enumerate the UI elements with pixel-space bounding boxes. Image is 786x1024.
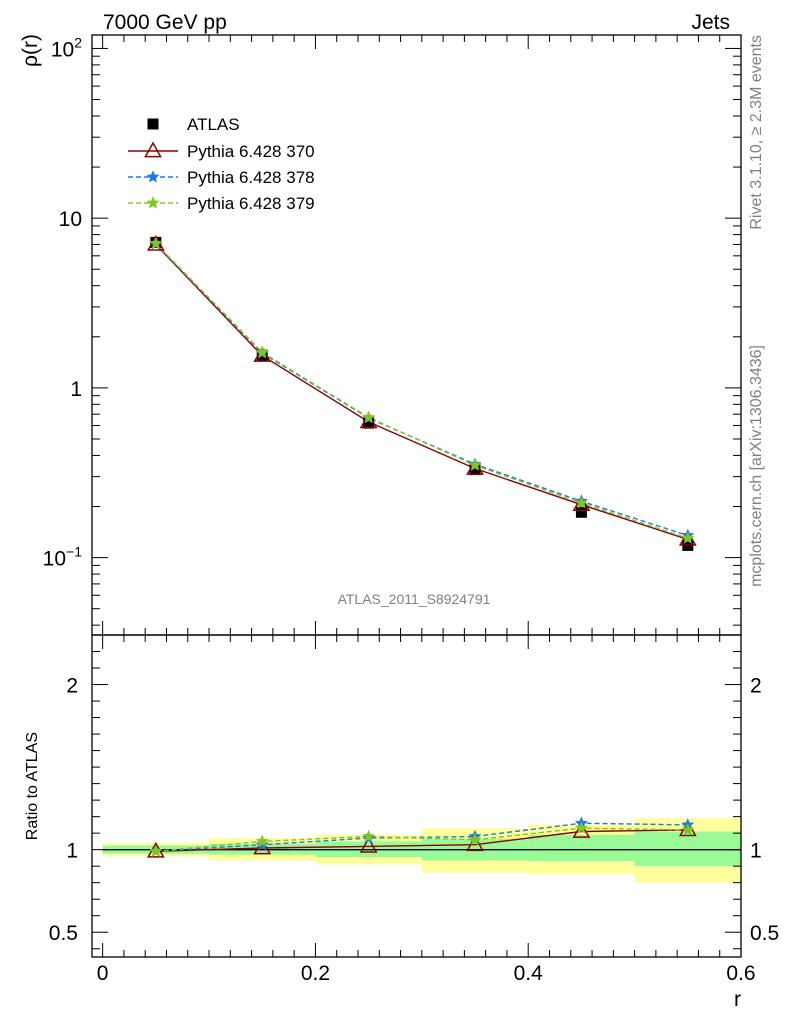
ratio-y-tick-label-left: 1 (66, 840, 78, 863)
legend-atlas-marker (147, 118, 159, 130)
pythia-370-point (572, 495, 591, 512)
ratio-series-line-1 (155, 822, 688, 852)
ratio-y-tick-label-left: 0.5 (49, 922, 78, 945)
pythia-370-point (466, 458, 484, 475)
legend-star-marker-3 (146, 196, 160, 209)
pythia-379-point (681, 531, 695, 544)
ratio-series-line-2 (155, 827, 688, 852)
ratio-plot: 0 0.2 0.4 0.6 0.5 0.5 1 1 2 2 (49, 634, 779, 985)
ratio-y-tick-label-right: 1 (750, 840, 762, 863)
ratio-pythia-370-point (572, 821, 591, 838)
pythia-370-point (359, 412, 378, 429)
pythia-379-point (149, 236, 163, 249)
x-tick-label: 0.6 (726, 962, 755, 985)
ratio-pythia-370-point (359, 836, 378, 853)
atlas-data-point (363, 417, 375, 429)
ratio-pythia-379-point (681, 823, 695, 836)
legend-label: Pythia 6.428 379 (187, 194, 315, 213)
mcplots-label: mcplots.cern.ch [arXiv:1306.3436] (748, 345, 765, 587)
legend-star-marker-2 (146, 170, 160, 183)
ratio-band-inner (634, 831, 741, 867)
header-left: 7000 GeV pp (103, 11, 227, 34)
atlas-data-point (575, 506, 587, 518)
y-tick-base: 1 (70, 378, 82, 401)
ratio-series-line-0 (155, 829, 688, 852)
header-right: Jets (691, 11, 730, 34)
x-tick-label: 0.2 (301, 962, 330, 985)
pythia-379-point (574, 496, 588, 509)
ratio-frame (91, 634, 742, 958)
y-tick-label: 102 (51, 34, 82, 61)
main-series-line-3 (155, 242, 689, 539)
ratio-pythia-379-point (149, 844, 163, 857)
ratio-y-tick-label-right: 0.5 (750, 922, 779, 945)
ratio-y-tick-label-left: 2 (66, 675, 78, 698)
pythia-379-point (362, 410, 376, 423)
ratio-pythia-379-point (255, 834, 269, 847)
rivet-label: Rivet 3.1.10, ≥ 2.3M events (748, 35, 765, 230)
main-y-axis-label: ρ(r) (19, 34, 42, 67)
x-tick-label: 0 (97, 962, 109, 985)
y-tick-base: 10 (51, 38, 74, 61)
pythia-370-point (253, 346, 272, 362)
pythia-379-point (468, 458, 482, 471)
legend-label: Pythia 6.428 370 (187, 142, 315, 161)
main-series-line-1 (155, 244, 689, 541)
y-tick-base: 10 (43, 548, 66, 571)
y-tick-label: 10−1 (43, 544, 83, 571)
ratio-y-axis-label: Ratio to ATLAS (24, 732, 41, 840)
y-tick-base: 10 (59, 208, 82, 231)
analysis-tag: ATLAS_2011_S8924791 (338, 591, 491, 607)
ratio-pythia-379-point (574, 821, 588, 834)
legend-label: Pythia 6.428 378 (187, 168, 315, 187)
x-tick-label: 0.4 (514, 962, 544, 985)
ratio-pythia-370-point (466, 835, 484, 852)
ratio-y-tick-label-right: 2 (750, 675, 762, 698)
legend: ATLAS Pythia 6.428 370 Pythia 6.428 378 Pyt… (128, 115, 315, 213)
ratio-pythia-379-point (468, 833, 482, 846)
main-series-line-2 (155, 243, 689, 537)
legend-label: ATLAS (187, 115, 240, 134)
ratio-band-inner (528, 834, 635, 862)
pythia-379-point (255, 345, 269, 358)
y-tick-label: 10 (59, 208, 82, 231)
legend-triangle-marker (144, 141, 162, 158)
ratio-pythia-379-point (362, 829, 376, 842)
y-tick-exponent: −1 (66, 544, 82, 560)
x-axis-label: r (734, 988, 741, 1011)
y-tick-exponent: 2 (74, 34, 82, 50)
atlas-data-point (469, 464, 481, 476)
y-tick-label: 1 (70, 378, 82, 401)
